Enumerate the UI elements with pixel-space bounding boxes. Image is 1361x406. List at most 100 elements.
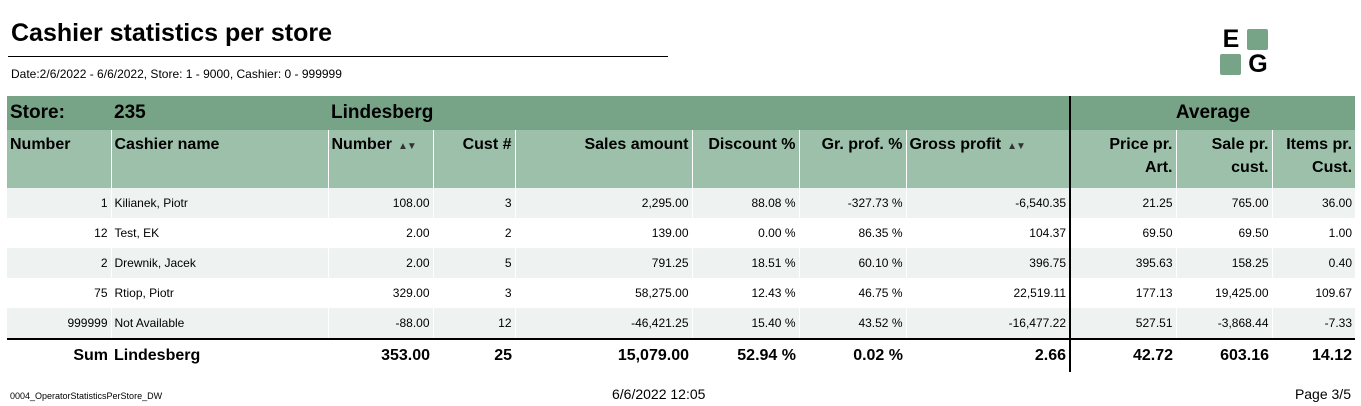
cell-items-pr-cust: -7.33 (1271, 308, 1356, 339)
cell-cashier-name: Drewnik, Jacek (110, 248, 328, 278)
store-name: Lindesberg (328, 96, 1070, 130)
logo-square-bottom (1220, 54, 1241, 75)
cell-sale-pr-cust: 765.00 (1175, 188, 1272, 218)
cell-sale-pr-cust: 158.25 (1175, 248, 1272, 278)
cell-gross-profit: 396.75 (905, 248, 1070, 278)
table-row: 2 Drewnik, Jacek 2.00 5 791.25 18.51 % 6… (7, 248, 1356, 278)
cell-qty: 108.00 (327, 188, 433, 218)
logo-letter-g: G (1248, 50, 1268, 78)
page-number: Page 3/5 (1294, 386, 1351, 402)
column-header-row: Number Cashier name Number ▲▼ Cust # Sale… (7, 130, 1356, 188)
sum-sales: 15,079.00 (515, 338, 692, 372)
sum-qty: 353.00 (328, 338, 433, 372)
cell-price-pr-art: 177.13 (1069, 278, 1176, 308)
store-header-row: Store: 235 Lindesberg Average (7, 96, 1356, 130)
cell-sales: 139.00 (514, 218, 692, 248)
logo-square-top (1247, 29, 1268, 50)
table-row: 75 Rtiop, Piotr 329.00 3 58,275.00 12.43… (7, 278, 1356, 308)
cell-sales: 791.25 (514, 248, 692, 278)
cell-items-pr-cust: 109.67 (1271, 278, 1356, 308)
cell-cust: 12 (432, 308, 515, 339)
printed-timestamp: 6/6/2022 12:05 (612, 386, 706, 402)
cell-cashier-name: Rtiop, Piotr (110, 278, 328, 308)
cell-sale-pr-cust: 69.50 (1175, 218, 1272, 248)
cell-gr-prof: -327.73 % (798, 188, 906, 218)
cell-cust: 5 (432, 248, 515, 278)
sum-gr-prof: 0.02 % (799, 338, 906, 372)
cell-number: 2 (7, 248, 111, 278)
average-group-label: Average (1068, 96, 1356, 130)
cell-qty: 2.00 (327, 218, 433, 248)
cell-discount: 15.40 % (691, 308, 799, 339)
cell-sales: -46,421.25 (514, 308, 692, 339)
report-id: 0004_OperatorStatisticsPerStore_DW (10, 391, 163, 401)
cell-sales: 2,295.00 (514, 188, 692, 218)
cell-qty: -88.00 (327, 308, 433, 339)
cell-gross-profit: -16,477.22 (905, 308, 1070, 339)
col-gross-profit[interactable]: Gross profit ▲▼ (905, 130, 1070, 188)
col-price-pr-art-line1: Price pr. (1109, 136, 1173, 153)
col-discount: Discount % (691, 130, 799, 188)
cell-cust: 2 (432, 218, 515, 248)
cell-price-pr-art: 21.25 (1069, 188, 1176, 218)
cell-price-pr-art: 69.50 (1069, 218, 1176, 248)
col-sales-amount: Sales amount (514, 130, 692, 188)
cashier-statistics-table: Store: 235 Lindesberg Average Number Cas… (7, 96, 1356, 372)
cell-discount: 0.00 % (691, 218, 799, 248)
sum-row: Sum Lindesberg 353.00 25 15,079.00 52.94… (7, 338, 1356, 372)
store-number: 235 (111, 96, 328, 130)
sort-arrows-icon[interactable]: ▲▼ (1007, 141, 1026, 152)
col-items-pr-cust: Items pr. Cust. (1271, 130, 1356, 188)
cell-cust: 3 (432, 188, 515, 218)
col-qty-label: Number (331, 136, 392, 153)
sum-store-name: Lindesberg (111, 338, 328, 372)
cell-gr-prof: 60.10 % (798, 248, 906, 278)
cell-items-pr-cust: 0.40 (1271, 248, 1356, 278)
cell-discount: 18.51 % (691, 248, 799, 278)
cell-cashier-name: Test, EK (110, 218, 328, 248)
col-items-pr-cust-line1: Items pr. (1286, 136, 1353, 153)
sum-sale-pr-cust: 603.16 (1176, 338, 1272, 372)
col-number: Number (7, 130, 111, 188)
cell-gross-profit: 104.37 (905, 218, 1070, 248)
cell-number: 999999 (7, 308, 111, 339)
sum-gross-profit: 2.66 (906, 338, 1070, 372)
cell-gross-profit: 22,519.11 (905, 278, 1070, 308)
table-row: 12 Test, EK 2.00 2 139.00 0.00 % 86.35 %… (7, 218, 1356, 248)
report-parameters: Date:2/6/2022 - 6/6/2022, Store: 1 - 900… (11, 67, 342, 81)
col-sale-pr-cust: Sale pr. cust. (1175, 130, 1272, 188)
sum-price-pr-art: 42.72 (1069, 338, 1176, 372)
eg-logo: E G (1220, 25, 1274, 78)
cell-gr-prof: 46.75 % (798, 278, 906, 308)
cell-discount: 12.43 % (691, 278, 799, 308)
logo-letter-e: E (1222, 25, 1240, 53)
cell-number: 1 (7, 188, 111, 218)
col-qty[interactable]: Number ▲▼ (327, 130, 433, 188)
cell-sale-pr-cust: -3,868.44 (1175, 308, 1272, 339)
cell-cashier-name: Kilianek, Piotr (110, 188, 328, 218)
col-gross-profit-label: Gross profit (909, 136, 1002, 153)
sum-items-pr-cust: 14.12 (1272, 338, 1356, 372)
col-gr-prof: Gr. prof. % (798, 130, 906, 188)
col-cashier-name: Cashier name (110, 130, 328, 188)
cell-price-pr-art: 527.51 (1069, 308, 1176, 339)
cell-number: 12 (94, 226, 108, 240)
col-items-pr-cust-line2: Cust. (1312, 159, 1353, 176)
col-sale-pr-cust-line2: cust. (1231, 159, 1269, 176)
cell-items-pr-cust: 1.00 (1271, 218, 1356, 248)
cell-gr-prof: 43.52 % (798, 308, 906, 339)
sum-discount: 52.94 % (692, 338, 799, 372)
cell-number: 75 (94, 286, 108, 300)
sort-arrows-icon[interactable]: ▲▼ (397, 141, 417, 152)
cell-discount: 88.08 % (691, 188, 799, 218)
sum-cust: 25 (433, 338, 515, 372)
cell-sale-pr-cust: 19,425.00 (1175, 278, 1272, 308)
cell-price-pr-art: 395.63 (1069, 248, 1176, 278)
col-cust: Cust # (432, 130, 515, 188)
cell-sales: 58,275.00 (514, 278, 692, 308)
cell-qty: 2.00 (327, 248, 433, 278)
col-sale-pr-cust-line1: Sale pr. (1211, 136, 1269, 153)
cell-cust: 3 (432, 278, 515, 308)
title-divider (8, 56, 668, 57)
cell-gross-profit: -6,540.35 (905, 188, 1070, 218)
